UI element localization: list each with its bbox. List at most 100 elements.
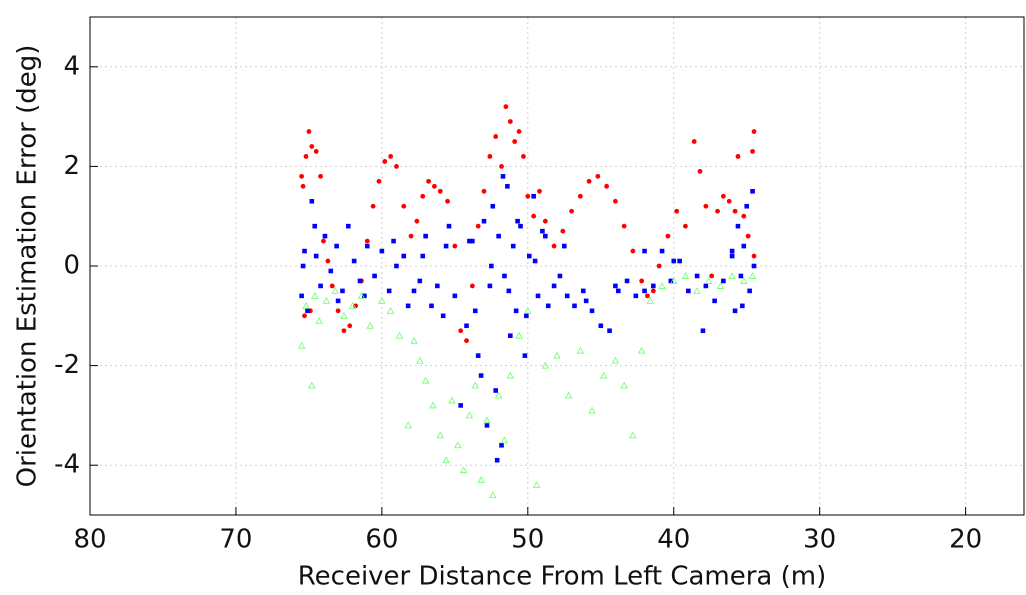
point bbox=[744, 203, 750, 209]
axes-layer: 80 70 60 50 40 30 20 -4 -2 0 2 4 bbox=[54, 51, 982, 554]
point bbox=[297, 341, 306, 349]
point bbox=[471, 381, 479, 389]
point bbox=[454, 441, 462, 449]
point bbox=[716, 282, 725, 289]
point bbox=[741, 213, 747, 219]
point bbox=[429, 303, 434, 309]
point bbox=[483, 416, 491, 424]
y-tick-label: -2 bbox=[54, 350, 80, 380]
point bbox=[535, 293, 541, 299]
point bbox=[561, 243, 567, 249]
point bbox=[615, 288, 621, 294]
point bbox=[703, 283, 709, 289]
point bbox=[674, 208, 680, 214]
point bbox=[542, 218, 548, 224]
point bbox=[322, 297, 331, 304]
point bbox=[494, 391, 503, 399]
point bbox=[611, 356, 620, 364]
point bbox=[540, 228, 545, 234]
point bbox=[329, 283, 335, 289]
point bbox=[475, 223, 481, 229]
point bbox=[306, 129, 312, 134]
point bbox=[748, 272, 757, 279]
point bbox=[364, 243, 370, 249]
point bbox=[569, 208, 574, 214]
point bbox=[524, 306, 532, 314]
point bbox=[712, 298, 717, 304]
point bbox=[416, 356, 424, 364]
point bbox=[420, 253, 426, 259]
point bbox=[751, 263, 757, 269]
point bbox=[645, 293, 650, 299]
point bbox=[302, 313, 307, 319]
point bbox=[613, 283, 618, 289]
point bbox=[541, 361, 549, 369]
point bbox=[522, 353, 528, 358]
point bbox=[750, 189, 755, 194]
point bbox=[532, 258, 538, 264]
point bbox=[620, 381, 628, 389]
point bbox=[489, 263, 494, 269]
point bbox=[484, 423, 490, 428]
point bbox=[505, 184, 510, 189]
point bbox=[545, 303, 551, 309]
x-tick-label: 40 bbox=[657, 525, 690, 555]
point bbox=[376, 178, 382, 184]
point bbox=[659, 248, 665, 254]
point bbox=[524, 313, 529, 319]
point bbox=[382, 159, 388, 164]
point bbox=[487, 283, 493, 289]
marks-layer bbox=[297, 104, 757, 498]
point bbox=[340, 288, 345, 294]
point bbox=[394, 263, 399, 269]
point bbox=[624, 278, 630, 284]
point bbox=[470, 238, 475, 244]
point bbox=[464, 338, 469, 344]
point bbox=[305, 308, 310, 314]
point bbox=[481, 188, 487, 194]
point bbox=[303, 154, 309, 159]
point bbox=[475, 353, 481, 358]
point bbox=[621, 223, 627, 229]
point bbox=[417, 278, 423, 284]
point bbox=[308, 381, 316, 389]
point bbox=[362, 293, 367, 299]
point bbox=[386, 288, 392, 294]
point bbox=[335, 298, 341, 304]
point bbox=[459, 466, 468, 474]
point bbox=[507, 119, 513, 124]
point bbox=[487, 154, 493, 159]
point bbox=[379, 248, 385, 254]
point bbox=[668, 278, 674, 284]
point bbox=[395, 331, 404, 339]
point bbox=[366, 321, 374, 329]
point bbox=[589, 308, 595, 314]
point bbox=[691, 139, 697, 144]
y-tick-label: 2 bbox=[63, 151, 80, 181]
point bbox=[493, 388, 499, 393]
point bbox=[604, 183, 610, 189]
point bbox=[681, 272, 690, 279]
point bbox=[299, 173, 305, 179]
point bbox=[506, 288, 512, 294]
point bbox=[499, 442, 504, 448]
x-tick-label: 30 bbox=[803, 525, 836, 555]
point bbox=[299, 293, 304, 299]
point bbox=[598, 323, 604, 329]
point bbox=[741, 243, 747, 249]
point bbox=[637, 346, 646, 354]
point bbox=[580, 288, 586, 294]
point bbox=[709, 273, 715, 279]
point bbox=[665, 233, 671, 239]
x-tick-label: 70 bbox=[219, 525, 252, 555]
point bbox=[440, 313, 446, 319]
point bbox=[318, 173, 323, 179]
point bbox=[500, 174, 506, 179]
point bbox=[315, 316, 323, 324]
point bbox=[386, 306, 395, 314]
point bbox=[311, 292, 319, 299]
point bbox=[740, 303, 745, 309]
point bbox=[656, 263, 662, 269]
point bbox=[543, 233, 548, 239]
